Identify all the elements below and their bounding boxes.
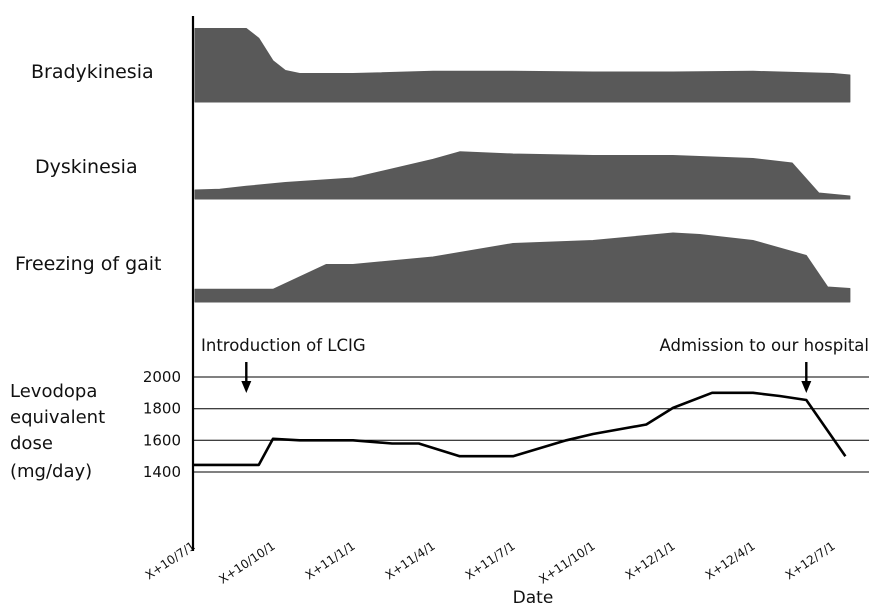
- dose-y-axis-label: Levodopa equivalent dose (mg/day): [10, 381, 105, 482]
- y-label-line: equivalent: [10, 407, 105, 428]
- band-freezing-of-gait: [194, 232, 851, 303]
- x-tick-label: X+11/1/1: [303, 539, 358, 582]
- row-labels: Bradykinesia Dyskinesia Freezing of gait: [15, 61, 162, 275]
- band-dyskinesia: [194, 151, 851, 200]
- row-label-dyskinesia: Dyskinesia: [35, 156, 138, 178]
- y-label-line: dose: [10, 433, 53, 454]
- y-tick-label: 1800: [143, 400, 181, 418]
- dose-line-series: [192, 391, 847, 467]
- y-tick-label: 1600: [143, 431, 181, 449]
- annotation-label: Introduction of LCIG: [201, 336, 366, 355]
- annotation-arrow-icon: [801, 362, 812, 393]
- dose-y-ticks: 1400 1600 1800 2000: [143, 368, 181, 481]
- x-tick-label: X+11/4/1: [383, 539, 438, 582]
- y-label-line: (mg/day): [10, 461, 92, 482]
- band-bradykinesia: [194, 28, 851, 103]
- x-tick-labels: X+10/7/1 X+10/10/1 X+11/1/1 X+11/4/1 X+11/7/…: [143, 539, 838, 587]
- x-tick-label: X+10/10/1: [216, 539, 277, 587]
- symptom-bands: [194, 28, 851, 303]
- x-tick-label: X+11/10/1: [536, 539, 597, 587]
- row-label-freezing-of-gait: Freezing of gait: [15, 253, 162, 275]
- dose-line: [193, 391, 847, 467]
- x-tick-label: X+12/7/1: [783, 539, 838, 582]
- x-tick-label: X+12/4/1: [703, 539, 758, 582]
- x-tick-label: X+11/7/1: [463, 539, 518, 582]
- dose-gridlines: [193, 376, 869, 473]
- x-axis-title: Date: [513, 588, 554, 608]
- row-label-bradykinesia: Bradykinesia: [31, 61, 154, 83]
- y-label-line: Levodopa: [10, 381, 97, 402]
- annotation-arrow-icon: [241, 362, 252, 393]
- y-tick-label: 1400: [143, 463, 181, 481]
- y-tick-label: 2000: [143, 368, 181, 386]
- annotation-label: Admission to our hospital: [660, 336, 869, 355]
- annotations: Introduction of LCIG Admission to our hos…: [201, 336, 869, 393]
- x-tick-label: X+10/7/1: [143, 539, 198, 582]
- x-tick-label: X+12/1/1: [623, 539, 678, 582]
